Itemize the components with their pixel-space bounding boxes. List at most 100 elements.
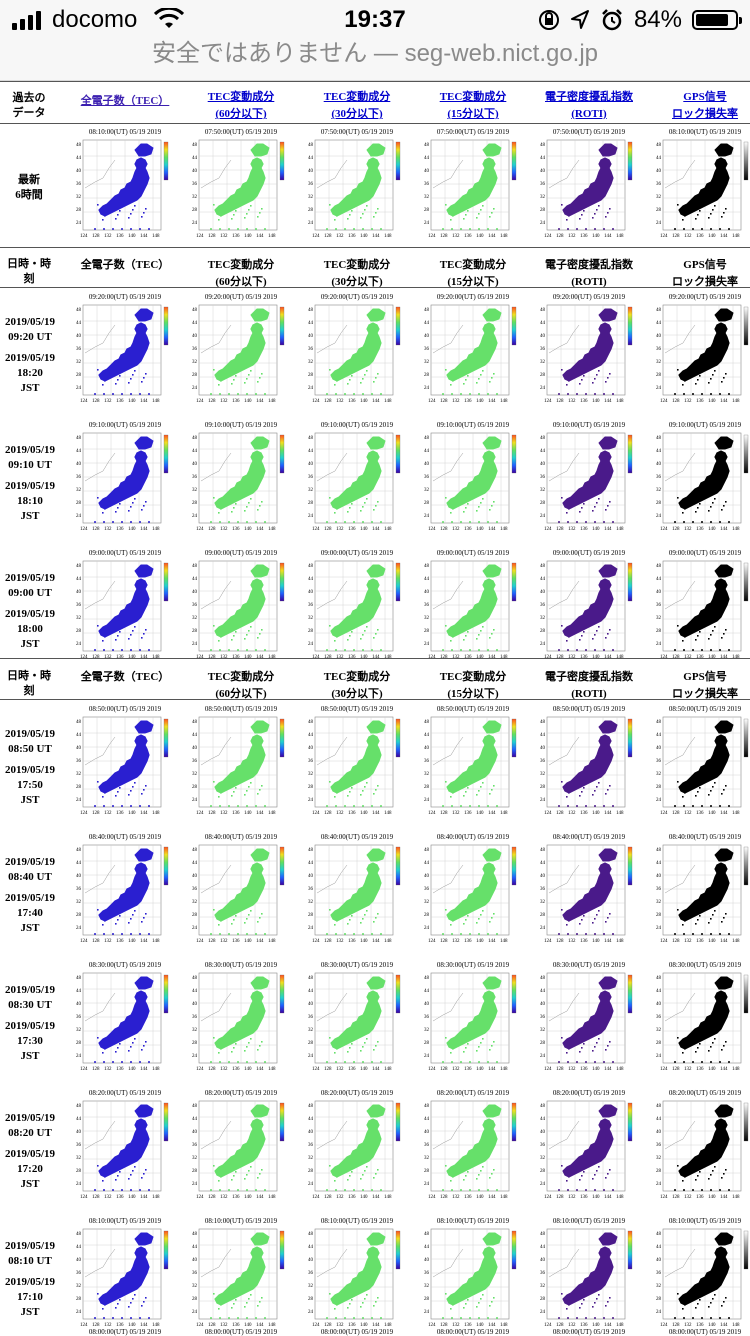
map-cell[interactable]: 08:20:00(UT) 05/19 2019 48 44 40 36 32 28 24 124… [539,1089,639,1201]
map-cell[interactable]: 08:20:00(UT) 05/19 2019 48 44 40 36 32 28 24 124… [191,1089,291,1201]
map-cell[interactable]: 08:30:00(UT) 05/19 2019 48 44 40 36 32 28 24 124… [655,961,750,1073]
column-link-5[interactable]: 電子密度擾乱指数 (ROTI) [545,91,633,120]
column-link-3[interactable]: TEC変動成分 (30分以下) [323,91,391,120]
lat-tick-label: 44 [76,733,82,738]
map-cell[interactable]: 08:10:00(UT) 05/19 2019 48 44 40 36 32 28 24 124… [655,128,750,240]
roti-map: 48 44 40 36 32 28 24 124 128 132 136 140 144 148 [540,972,633,1071]
roti-map: 48 44 40 36 32 28 24 124 128 132 136 140 144 148 [540,139,633,238]
map-cell[interactable]: 09:20:00(UT) 05/19 2019 48 44 40 36 32 28 24 124… [307,293,407,405]
map-cell[interactable]: 09:10:00(UT) 05/19 2019 48 44 40 36 32 28 24 124… [655,421,750,533]
lon-tick-label: 132 [220,399,228,403]
map-timestamp: 08:00:00(UT) 05/19 2019 [552,1328,626,1336]
map-cell[interactable]: 09:10:00(UT) 05/19 2019 48 44 40 36 32 28 24 124… [307,421,407,533]
map-cell[interactable]: 08:10:00(UT) 05/19 2019 48 44 40 36 32 28 24 124… [75,128,175,240]
lon-tick-label: 144 [256,655,264,659]
map-cell[interactable]: 09:20:00(UT) 05/19 2019 48 44 40 36 32 28 24 124… [655,293,750,405]
lon-tick-label: 128 [556,1323,564,1327]
map-cell[interactable]: 08:10:00(UT) 05/19 2019 48 44 40 36 32 28 24 124… [191,1217,291,1329]
lat-tick-label: 24 [308,386,314,391]
map-cell[interactable]: 08:10:00(UT) 05/19 2019 48 44 40 36 32 28 24 124… [655,1217,750,1329]
map-cell[interactable]: 08:40:00(UT) 05/19 2019 48 44 40 36 32 28 24 124… [539,833,639,945]
lon-tick-label: 128 [324,655,332,659]
column-link-4[interactable]: TEC変動成分 (15分以下) [439,91,507,120]
map-cell[interactable]: 08:40:00(UT) 05/19 2019 48 44 40 36 32 28 24 124… [75,833,175,945]
map-cell[interactable]: 09:00:00(UT) 05/19 2019 48 44 40 36 32 28 24 124… [655,549,750,661]
map-cell[interactable]: 09:00:00(UT) 05/19 2019 48 44 40 36 32 28 24 124… [423,549,523,661]
lat-tick-label: 40 [76,462,82,467]
map-cell[interactable]: 08:50:00(UT) 05/19 2019 48 44 40 36 32 28 24 124… [75,705,175,817]
lat-tick-label: 28 [424,629,430,634]
map-cell[interactable]: 09:20:00(UT) 05/19 2019 48 44 40 36 32 28 24 124… [191,293,291,405]
map-cell[interactable]: 08:40:00(UT) 05/19 2019 48 44 40 36 32 28 24 124… [655,833,750,945]
map-cell[interactable]: 08:20:00(UT) 05/19 2019 48 44 40 36 32 28 24 124… [307,1089,407,1201]
map-cell[interactable]: 08:30:00(UT) 05/19 2019 48 44 40 36 32 28 24 124… [539,961,639,1073]
map-cell[interactable]: 07:50:00(UT) 05/19 2019 48 44 40 36 32 28 24 124… [423,128,523,240]
map-timestamp: 08:20:00(UT) 05/19 2019 [668,1089,742,1097]
lon-tick-label: 148 [732,1067,740,1071]
lon-tick-label: 124 [312,399,320,403]
lon-tick-label: 144 [488,1323,496,1327]
map-cell[interactable]: 08:20:00(UT) 05/19 2019 48 44 40 36 32 28 24 124… [75,1089,175,1201]
map-cell[interactable]: 08:10:00(UT) 05/19 2019 48 44 40 36 32 28 24 124… [423,1217,523,1329]
lon-tick-label: 140 [128,399,136,403]
map-cell[interactable]: 09:10:00(UT) 05/19 2019 48 44 40 36 32 28 24 124… [539,421,639,533]
map-cell[interactable]: 08:50:00(UT) 05/19 2019 48 44 40 36 32 28 24 124… [191,705,291,817]
map-cell[interactable]: 09:00:00(UT) 05/19 2019 48 44 40 36 32 28 24 124… [191,549,291,661]
map-timestamp: 09:10:00(UT) 05/19 2019 [320,421,394,429]
lat-tick-label: 28 [424,373,430,378]
lon-tick-label: 144 [720,655,728,659]
lat-tick-label: 32 [656,1028,662,1033]
lon-tick-label: 128 [324,527,332,531]
map-cell[interactable]: 09:20:00(UT) 05/19 2019 48 44 40 36 32 28 24 124… [539,293,639,405]
lat-tick-label: 36 [656,1143,662,1148]
url-bar[interactable]: 安全ではありません — seg-web.nict.go.jp [0,40,750,81]
lat-tick-label: 48 [424,848,430,853]
map-cell[interactable]: 08:50:00(UT) 05/19 2019 48 44 40 36 32 28 24 124… [539,705,639,817]
map-cell[interactable]: 09:20:00(UT) 05/19 2019 48 44 40 36 32 28 24 124… [75,293,175,405]
map-cell[interactable]: 09:10:00(UT) 05/19 2019 48 44 40 36 32 28 24 124… [423,421,523,533]
map-cell[interactable]: 08:30:00(UT) 05/19 2019 48 44 40 36 32 28 24 124… [307,961,407,1073]
lat-tick-label: 48 [308,848,314,853]
map-cell[interactable]: 07:50:00(UT) 05/19 2019 48 44 40 36 32 28 24 124… [191,128,291,240]
lon-tick-label: 128 [440,1195,448,1199]
map-cell[interactable]: 08:50:00(UT) 05/19 2019 48 44 40 36 32 28 24 124… [655,705,750,817]
map-cell[interactable]: 09:00:00(UT) 05/19 2019 48 44 40 36 32 28 24 124… [75,549,175,661]
map-cell[interactable]: 08:30:00(UT) 05/19 2019 48 44 40 36 32 28 24 124… [423,961,523,1073]
map-timestamp: 07:50:00(UT) 05/19 2019 [204,128,278,136]
map-cell[interactable]: 09:00:00(UT) 05/19 2019 48 44 40 36 32 28 24 124… [539,549,639,661]
map-cell[interactable]: 08:20:00(UT) 05/19 2019 48 44 40 36 32 28 24 124… [655,1089,750,1201]
map-cell[interactable]: 08:40:00(UT) 05/19 2019 48 44 40 36 32 28 24 124… [423,833,523,945]
map-cell[interactable]: 07:50:00(UT) 05/19 2019 48 44 40 36 32 28 24 124… [307,128,407,240]
map-cell[interactable]: 09:10:00(UT) 05/19 2019 48 44 40 36 32 28 24 124… [75,421,175,533]
map-cell[interactable]: 09:20:00(UT) 05/19 2019 48 44 40 36 32 28 24 124… [423,293,523,405]
map-cell[interactable]: 08:10:00(UT) 05/19 2019 48 44 40 36 32 28 24 124… [307,1217,407,1329]
lon-tick-label: 144 [720,1323,728,1327]
lon-tick-label: 132 [336,234,344,238]
column-link-6[interactable]: GPS信号 ロック損失率 [672,91,738,120]
map-cell[interactable]: 08:10:00(UT) 05/19 2019 48 44 40 36 32 28 24 124… [75,1217,175,1329]
lon-tick-label: 132 [220,1323,228,1327]
map-cell[interactable]: 09:10:00(UT) 05/19 2019 48 44 40 36 32 28 24 124… [191,421,291,533]
map-cell[interactable]: 07:50:00(UT) 05/19 2019 48 44 40 36 32 28 24 124… [539,128,639,240]
map-cell[interactable]: 08:10:00(UT) 05/19 2019 48 44 40 36 32 28 24 124… [539,1217,639,1329]
map-cell[interactable]: 08:40:00(UT) 05/19 2019 48 44 40 36 32 28 24 124… [307,833,407,945]
map-cell[interactable]: 08:50:00(UT) 05/19 2019 48 44 40 36 32 28 24 124… [423,705,523,817]
row-datetime-label: 2019/05/19 09:10 UT 2019/05/19 18:10 JST [4,444,56,522]
lon-tick-label: 124 [428,1195,436,1199]
lat-tick-label: 24 [424,386,430,391]
lat-tick-label: 40 [656,590,662,595]
map-cell[interactable]: 08:30:00(UT) 05/19 2019 48 44 40 36 32 28 24 124… [75,961,175,1073]
map-cell[interactable]: 08:50:00(UT) 05/19 2019 48 44 40 36 32 28 24 124… [307,705,407,817]
lon-tick-label: 132 [452,399,460,403]
map-cell[interactable]: 08:30:00(UT) 05/19 2019 48 44 40 36 32 28 24 124… [191,961,291,1073]
map-timestamp: 09:00:00(UT) 05/19 2019 [320,549,394,557]
lat-tick-label: 44 [76,449,82,454]
map-cell[interactable]: 09:00:00(UT) 05/19 2019 48 44 40 36 32 28 24 124… [307,549,407,661]
lon-tick-label: 148 [384,939,392,943]
lat-tick-label: 40 [192,334,198,339]
map-cell[interactable]: 08:20:00(UT) 05/19 2019 48 44 40 36 32 28 24 124… [423,1089,523,1201]
column-link-2[interactable]: TEC変動成分 (60分以下) [207,91,275,120]
lat-tick-label: 32 [76,1028,82,1033]
map-cell[interactable]: 08:40:00(UT) 05/19 2019 48 44 40 36 32 28 24 124… [191,833,291,945]
column-link-1[interactable]: 全電子数（TEC） [80,95,170,107]
